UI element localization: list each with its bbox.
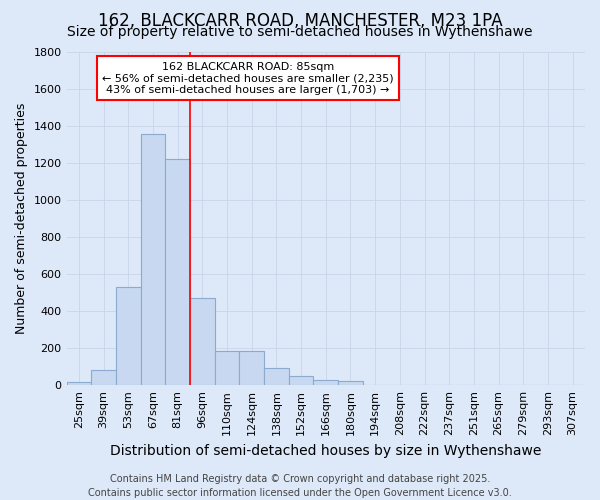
Bar	[264, 368, 289, 385]
Bar	[67, 382, 91, 385]
Bar	[215, 351, 239, 385]
Text: 162, BLACKCARR ROAD, MANCHESTER, M23 1PA: 162, BLACKCARR ROAD, MANCHESTER, M23 1PA	[98, 12, 502, 30]
Bar	[116, 287, 140, 385]
Bar	[91, 370, 116, 385]
Text: Contains HM Land Registry data © Crown copyright and database right 2025.
Contai: Contains HM Land Registry data © Crown c…	[88, 474, 512, 498]
Bar	[190, 298, 215, 385]
Bar	[313, 380, 338, 385]
X-axis label: Distribution of semi-detached houses by size in Wythenshawe: Distribution of semi-detached houses by …	[110, 444, 541, 458]
Bar	[140, 134, 165, 385]
Bar	[165, 159, 190, 385]
Bar	[338, 382, 363, 385]
Bar	[289, 376, 313, 385]
Y-axis label: Number of semi-detached properties: Number of semi-detached properties	[15, 102, 28, 334]
Text: 162 BLACKCARR ROAD: 85sqm
← 56% of semi-detached houses are smaller (2,235)
43% : 162 BLACKCARR ROAD: 85sqm ← 56% of semi-…	[102, 62, 394, 94]
Bar	[239, 351, 264, 385]
Text: Size of property relative to semi-detached houses in Wythenshawe: Size of property relative to semi-detach…	[67, 25, 533, 39]
